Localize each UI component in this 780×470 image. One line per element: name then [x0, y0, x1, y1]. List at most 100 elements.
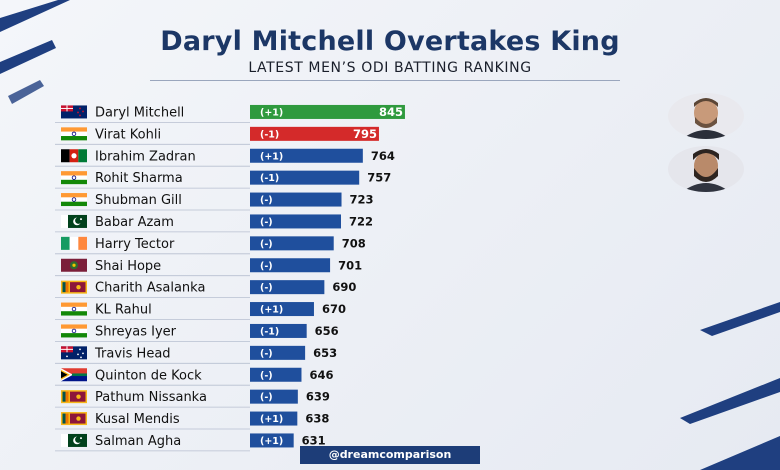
- ranking-row: Rohit Sharma (-1) 757: [55, 170, 391, 189]
- sri-lanka-flag-icon: [61, 412, 87, 426]
- rank-change-label: (+1): [260, 151, 283, 162]
- rank-change-label: (-): [260, 370, 273, 381]
- player-name: Shubman Gill: [95, 193, 182, 208]
- ranking-bar: [250, 104, 405, 119]
- ranking-row: Ibrahim Zadran (+1) 764: [55, 148, 395, 167]
- player-name: Daryl Mitchell: [95, 105, 184, 120]
- ranking-row: Harry Tector (-) 708: [55, 236, 366, 255]
- player-name: Salman Agha: [95, 434, 181, 449]
- page-title: Daryl Mitchell Overtakes King: [160, 26, 620, 57]
- rank-change-label: (-): [260, 195, 273, 206]
- ranking-row: Shreyas Iyer (-1) 656: [55, 323, 339, 342]
- rank-change-label: (-): [260, 217, 273, 228]
- ranking-row: Salman Agha (+1) 631: [55, 433, 326, 452]
- ranking-bar: [250, 236, 334, 251]
- pakistan-flag-icon: [61, 214, 87, 228]
- rank-change-label: (-): [260, 392, 273, 403]
- player-name: KL Rahul: [95, 303, 152, 318]
- india-flag-icon: [61, 193, 87, 207]
- ranking-bar: [250, 280, 325, 295]
- ranking-bar: [250, 345, 306, 360]
- ranking-bar: [250, 302, 314, 317]
- india-flag-icon: [61, 171, 87, 185]
- ranking-row: Quinton de Kock (-) 646: [55, 367, 333, 386]
- pakistan-flag-icon: [61, 433, 87, 447]
- west-indies-flag-icon: [61, 258, 87, 272]
- player-name: Shreyas Iyer: [95, 324, 177, 339]
- ranking-bar: [250, 148, 363, 163]
- sri-lanka-flag-icon: [61, 390, 87, 404]
- ranking-row: Babar Azam (-) 722: [55, 214, 373, 233]
- rating-value-label: 764: [371, 149, 395, 163]
- ranking-row: Shubman Gill (-) 723: [55, 192, 374, 211]
- ranking-row: Kusal Mendis (+1) 638: [55, 411, 329, 430]
- player-name: Kusal Mendis: [95, 412, 180, 427]
- rating-value-label: 631: [302, 433, 326, 447]
- ranking-row: Daryl Mitchell (+1) 845: [55, 104, 405, 123]
- player-name: Travis Head: [94, 346, 171, 361]
- rating-value-label: 670: [322, 302, 346, 316]
- rank-change-label: (-): [260, 239, 273, 250]
- ranking-bar: [250, 411, 298, 426]
- rating-value-label: 757: [367, 171, 391, 185]
- india-flag-icon: [61, 127, 87, 141]
- rating-value-label: 795: [353, 127, 377, 141]
- ranking-bar: [250, 192, 342, 207]
- rank-change-label: (+1): [260, 305, 283, 316]
- rating-value-label: 723: [350, 193, 374, 207]
- page-subtitle: LATEST MEN’S ODI BATTING RANKING: [248, 60, 532, 76]
- ranking-row: Virat Kohli (-1) 795: [55, 126, 379, 145]
- ranking-bar: [250, 323, 307, 338]
- ranking-bar: [250, 389, 298, 404]
- rating-value-label: 653: [313, 346, 337, 360]
- new-zealand-flag-icon: [61, 105, 87, 119]
- player-name: Harry Tector: [95, 237, 175, 252]
- ranking-bar: [250, 367, 302, 382]
- player-name: Quinton de Kock: [95, 368, 202, 383]
- rank-change-label: (-1): [260, 173, 279, 184]
- rating-value-label: 690: [332, 280, 356, 294]
- ranking-bar: [250, 170, 360, 185]
- rank-change-label: (-1): [260, 129, 279, 140]
- player-name: Ibrahim Zadran: [95, 149, 196, 164]
- rating-value-label: 708: [342, 236, 366, 250]
- player-name: Charith Asalanka: [95, 281, 205, 296]
- daryl-mitchell-photo: [668, 93, 744, 139]
- watermark-handle: @dreamcomparison: [300, 446, 480, 464]
- rank-change-label: (+1): [260, 107, 283, 118]
- rank-change-label: (-): [260, 283, 273, 294]
- player-name: Rohit Sharma: [95, 171, 183, 186]
- ranking-row: Pathum Nissanka (-) 639: [55, 389, 330, 408]
- rank-change-label: (-): [260, 348, 273, 359]
- player-name: Babar Azam: [95, 215, 174, 230]
- rating-value-label: 639: [306, 390, 330, 404]
- rating-value-label: 845: [379, 105, 403, 119]
- ranking-row: KL Rahul (+1) 670: [55, 302, 346, 320]
- ranking-bar: [250, 433, 294, 448]
- title-divider: [150, 80, 620, 81]
- rating-value-label: 646: [309, 368, 333, 382]
- rating-value-label: 638: [305, 412, 329, 426]
- sri-lanka-flag-icon: [61, 280, 87, 294]
- rating-value-label: 656: [315, 324, 339, 338]
- ranking-row: Shai Hope (-) 701: [55, 258, 362, 277]
- virat-kohli-photo: [668, 146, 744, 192]
- ranking-bar: [250, 258, 331, 273]
- ranking-row: Charith Asalanka (-) 690: [55, 280, 356, 299]
- india-flag-icon: [61, 324, 87, 338]
- player-name: Shai Hope: [95, 259, 161, 274]
- australia-flag-icon: [61, 346, 87, 360]
- rating-value-label: 722: [349, 214, 373, 228]
- rating-value-label: 701: [338, 258, 362, 272]
- player-name: Pathum Nissanka: [95, 390, 207, 405]
- south-africa-flag-icon: [61, 368, 87, 382]
- ranking-bar: [250, 126, 379, 141]
- india-flag-icon: [61, 302, 87, 316]
- afghanistan-flag-icon: [61, 149, 87, 163]
- player-name: Virat Kohli: [95, 127, 161, 142]
- rank-change-label: (+1): [260, 436, 283, 447]
- rank-change-label: (+1): [260, 414, 283, 425]
- rank-change-label: (-): [260, 261, 273, 272]
- ranking-bar: [250, 214, 341, 229]
